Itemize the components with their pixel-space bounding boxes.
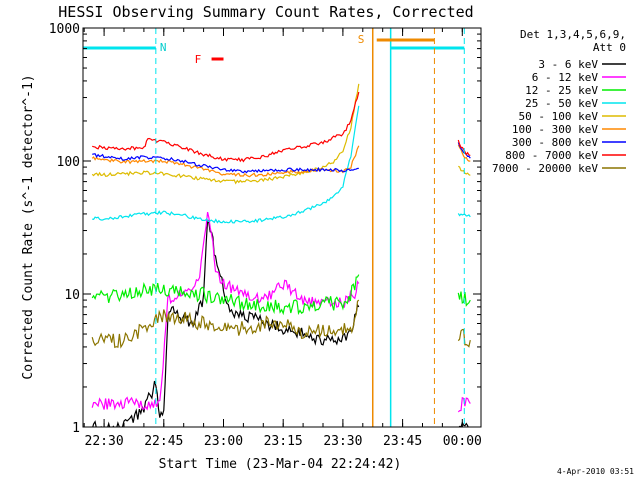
series-line — [91, 83, 360, 185]
series-line — [92, 105, 360, 224]
overlay-layer: N S F — [83, 28, 465, 427]
y-tick-label: 10 — [64, 288, 80, 303]
plot-frame — [82, 27, 482, 428]
date-stamp: 4-Apr-2010 03:51 — [557, 467, 634, 476]
night-label: N — [160, 41, 167, 54]
series-line-after-gap — [457, 291, 471, 307]
legend-entry-label: 300 - 800 keV — [512, 136, 598, 149]
series-line-after-gap — [457, 328, 471, 348]
legend-entry-label: 3 - 6 keV — [538, 58, 598, 71]
series-line — [91, 145, 360, 178]
legend-entry-label: 6 - 12 keV — [532, 71, 599, 84]
legend-entry-label: 100 - 300 keV — [512, 123, 598, 136]
series-line — [92, 219, 360, 427]
series-line-after-gap — [457, 213, 471, 218]
x-tick-label: 23:30 — [323, 434, 362, 449]
legend-entry-label: 7000 - 20000 keV — [492, 162, 598, 175]
legend-entry-label: 50 - 100 keV — [519, 110, 599, 123]
y-axis-label-text: Corrected Count Rate (s^-1 detector^-1) — [21, 74, 36, 379]
x-axis-label: Start Time (23-Mar-04 22:24:42) — [159, 457, 402, 472]
x-tick-label: 22:30 — [85, 434, 124, 449]
y-tick-label: 1000 — [49, 22, 80, 37]
saa-label: S — [358, 33, 365, 46]
series-layer — [91, 83, 471, 427]
x-tick-label: 23:00 — [204, 434, 243, 449]
series-line — [92, 153, 359, 174]
chart-title: HESSI Observing Summary Count Rates, Cor… — [58, 3, 473, 21]
legend-title-line-2: Att 0 — [593, 41, 626, 54]
y-tick-label: 1 — [72, 421, 80, 436]
series-line — [92, 91, 360, 163]
legend-entry-label: 25 - 50 keV — [525, 97, 598, 110]
series-line — [91, 299, 360, 349]
series-line-after-gap — [457, 144, 471, 162]
y-axis-label: Corrected Count Rate (s^-1 detector^-1) — [21, 74, 36, 379]
y-tick-label: 100 — [57, 155, 80, 170]
series-line — [91, 274, 360, 316]
legend-entry-label: 800 - 7000 keV — [505, 149, 598, 162]
legend-title-line-1: Det 1,3,4,5,6,9, — [520, 28, 626, 41]
legend-entry-label: 12 - 25 keV — [525, 84, 598, 97]
x-tick-label: 22:45 — [144, 434, 183, 449]
x-tick-label: 23:15 — [264, 434, 303, 449]
series-line — [91, 211, 360, 411]
axis-layer: 22:30 22:45 23:00 23:15 23:30 23:45 00:00 1 10 10… — [49, 22, 482, 449]
flare-label: F — [195, 53, 202, 66]
x-tick-label: 23:45 — [383, 434, 422, 449]
x-tick-label: 00:00 — [443, 434, 482, 449]
